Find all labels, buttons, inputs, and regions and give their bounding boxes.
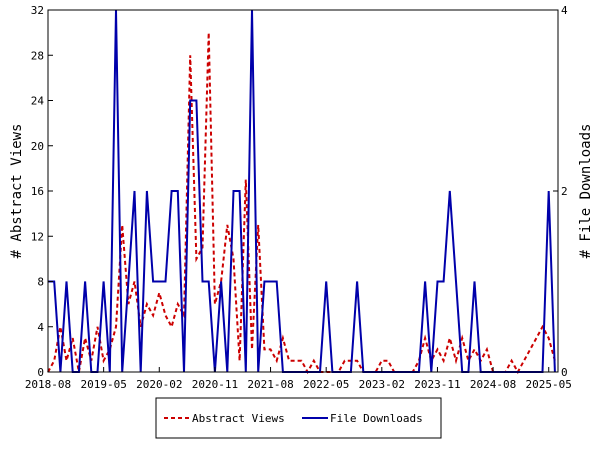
x-tick-label: 2020-11 — [192, 378, 238, 391]
y-right-tick-label: 4 — [561, 4, 568, 17]
x-tick-label: 2020-02 — [136, 378, 182, 391]
x-tick-label: 2021-08 — [247, 378, 293, 391]
x-tick-label: 2025-05 — [526, 378, 572, 391]
y-left-tick-label: 20 — [31, 140, 44, 153]
x-tick-label: 2022-05 — [303, 378, 349, 391]
y-left-axis-title: # Abstract Views — [9, 124, 25, 259]
y-left-tick-label: 28 — [31, 49, 44, 62]
y-left-tick-label: 4 — [37, 321, 44, 334]
y-left-tick-label: 32 — [31, 4, 44, 17]
plot-frame — [47, 9, 559, 373]
x-tick-label: 2023-02 — [359, 378, 405, 391]
x-axis: 2018-08 2019-05 2020-02 2020-11 2021-08 2022-… — [25, 367, 572, 391]
x-tick-label: 2023-11 — [414, 378, 460, 391]
legend-box — [155, 397, 442, 439]
series-layer — [47, 9, 556, 375]
left-axis: 0 4 8 12 16 20 24 28 32 — [31, 4, 53, 379]
y-left-tick-label: 0 — [37, 366, 44, 379]
legend: Abstract Views File Downloads — [155, 397, 442, 439]
y-left-tick-label: 12 — [31, 230, 44, 243]
y-left-tick-label: 8 — [37, 276, 44, 289]
legend-label-file-downloads: File Downloads — [330, 412, 423, 425]
y-left-tick-label: 24 — [31, 95, 45, 108]
x-tick-label: 2024-08 — [470, 378, 516, 391]
series-line-abstract-views — [47, 32, 556, 375]
right-axis: 0 2 4 — [553, 4, 568, 379]
series-line-file-downloads — [48, 9, 556, 373]
y-right-axis-title: # File Downloads — [578, 124, 594, 259]
x-tick-label: 2019-05 — [80, 378, 126, 391]
legend-label-abstract-views: Abstract Views — [192, 412, 285, 425]
x-tick-label: 2018-08 — [25, 378, 71, 391]
y-right-tick-label: 2 — [561, 185, 568, 198]
y-right-tick-label: 0 — [561, 366, 568, 379]
y-left-tick-label: 16 — [31, 185, 44, 198]
